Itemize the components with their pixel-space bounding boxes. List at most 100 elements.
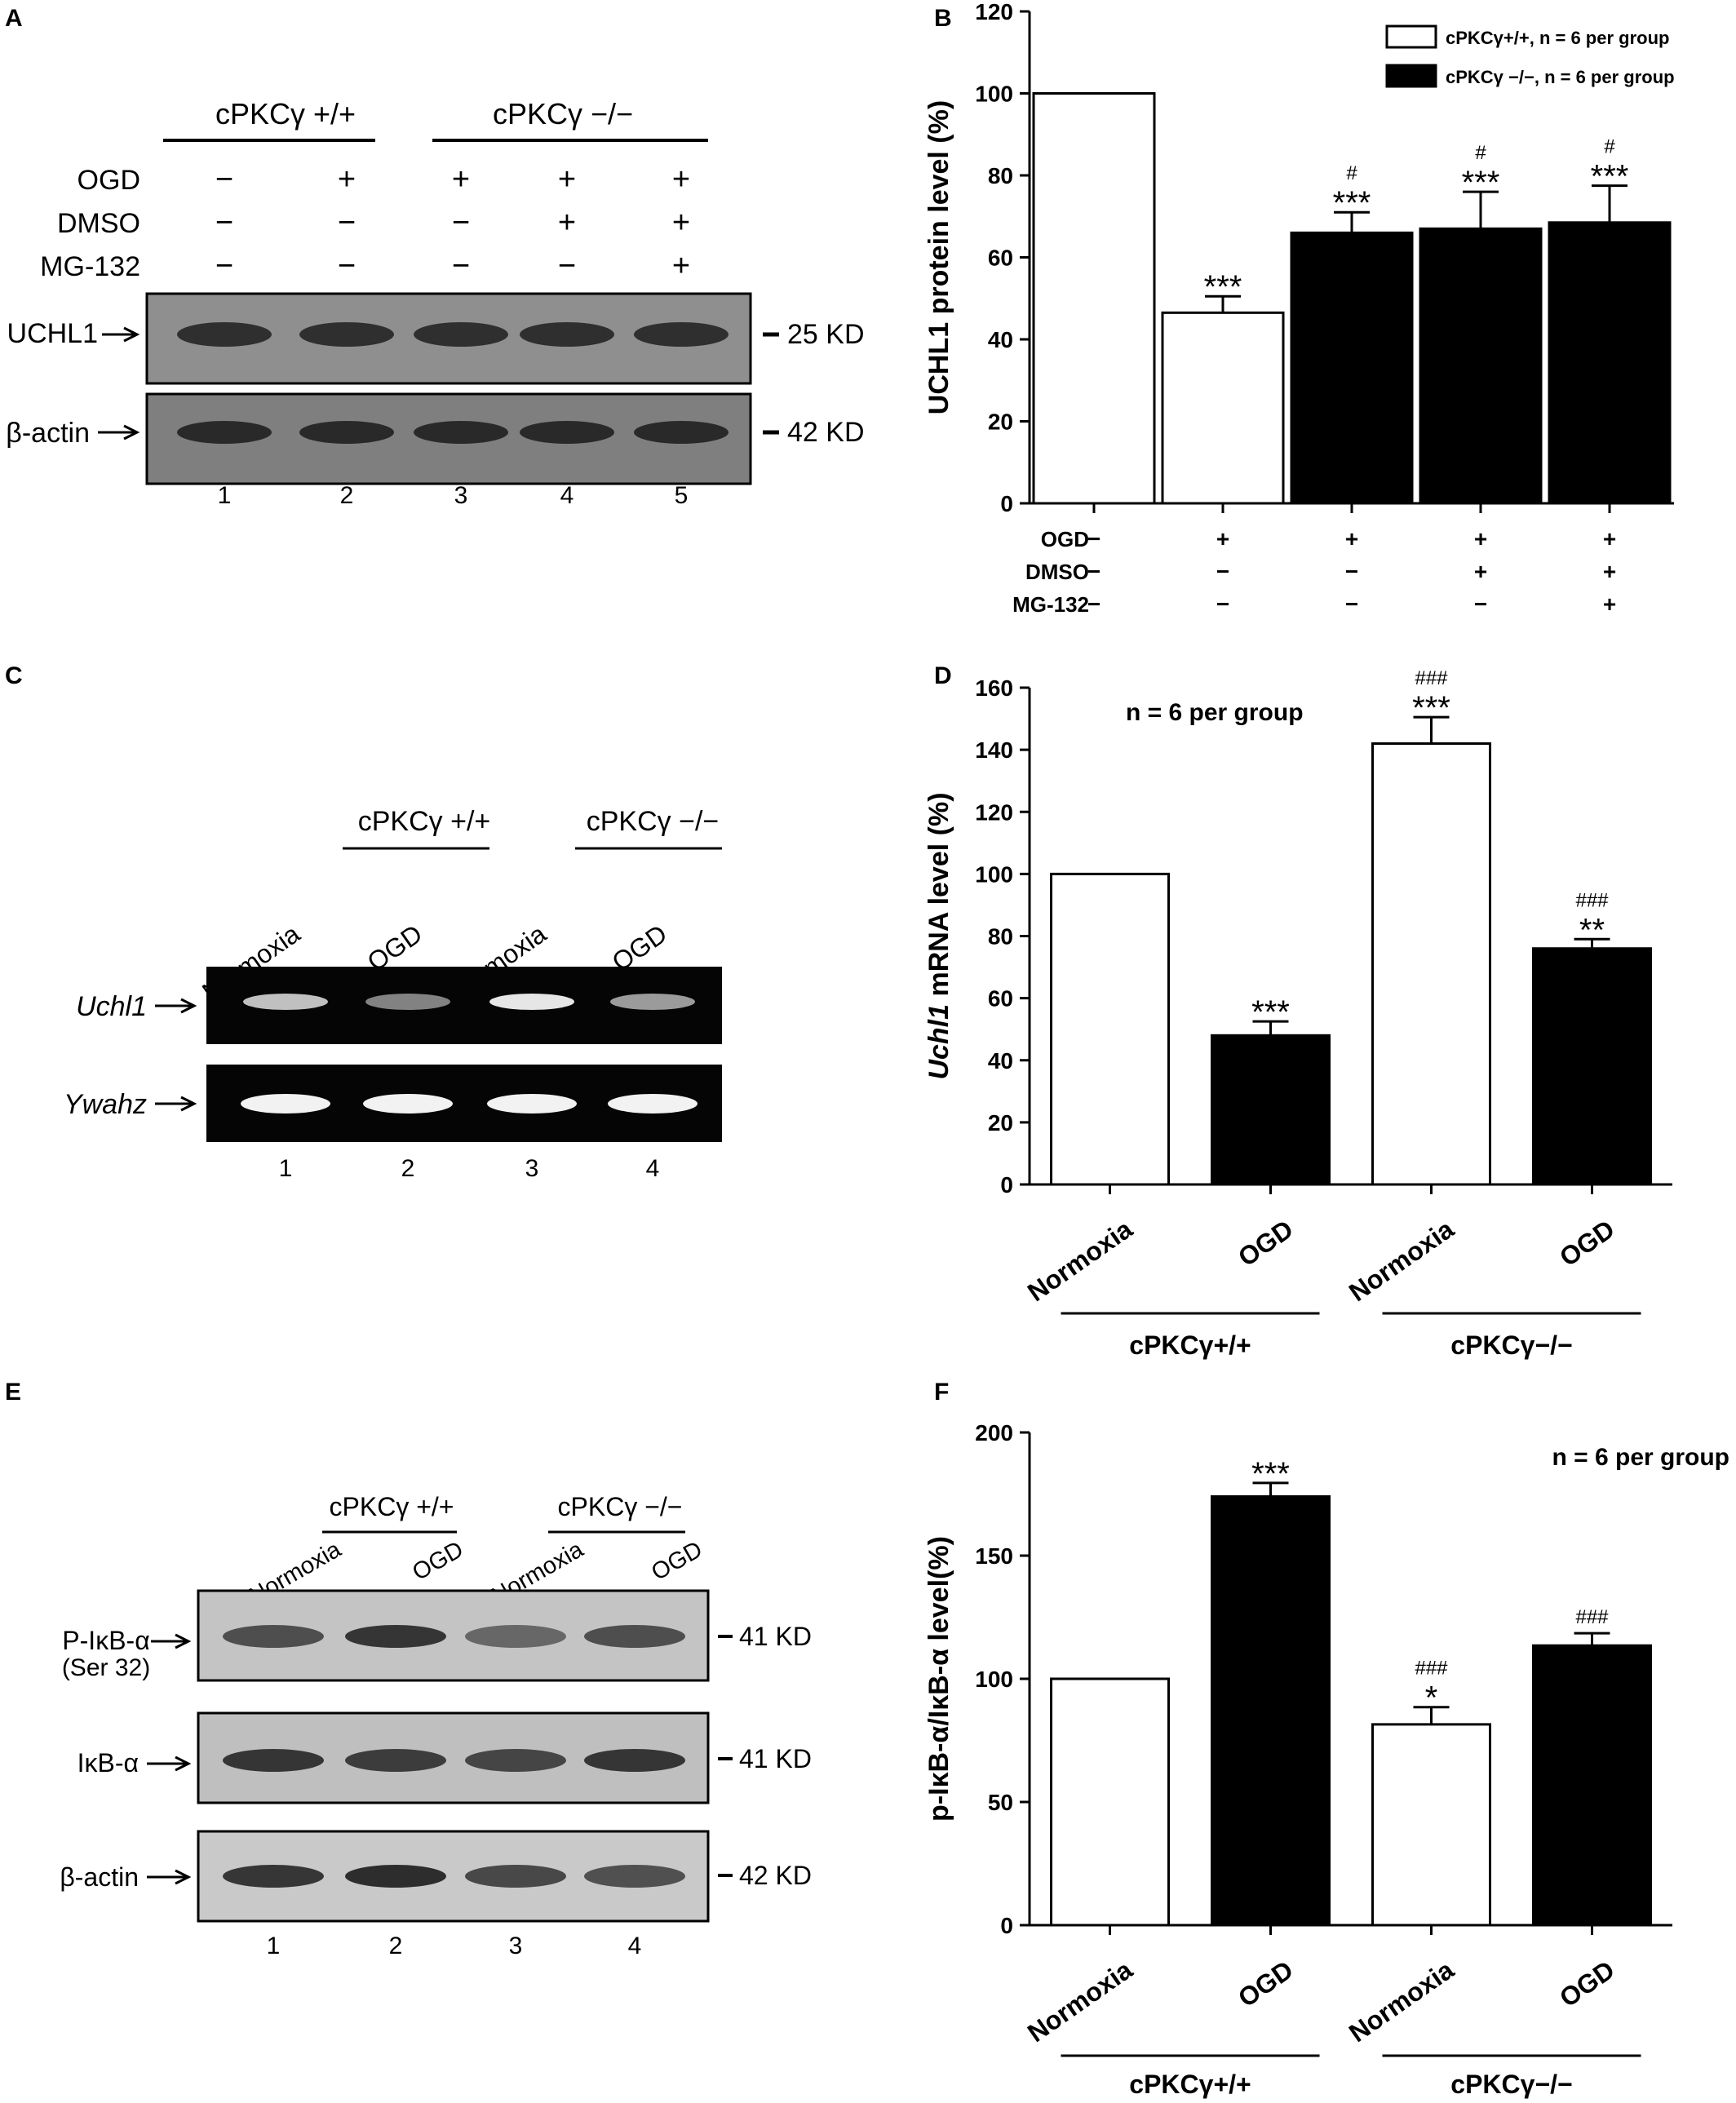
condition-sign: + xyxy=(1216,526,1229,551)
panel-a-size-uchl1: 25 KD xyxy=(787,319,865,350)
panel-c-band-label-uchl1: Uchl1 xyxy=(76,991,147,1022)
x-tick-label: Normoxia xyxy=(1022,1214,1138,1307)
band xyxy=(584,1865,685,1888)
arrow-icon xyxy=(98,424,140,441)
panel-e-size-p-ikba: 41 KD xyxy=(739,1622,812,1651)
significance-hash: ### xyxy=(1415,667,1448,689)
x-tick-label: Normoxia xyxy=(1022,1955,1138,2048)
significance-hash: ### xyxy=(1575,889,1609,911)
panel-c-letter: C xyxy=(5,662,23,689)
panel-a-band-label-uchl1: UCHL1 xyxy=(7,318,98,349)
lane-number: 1 xyxy=(267,1933,281,1959)
panel-a-group-wt: cPKCγ +/+ xyxy=(215,97,356,131)
condition-sign: − xyxy=(1474,591,1487,617)
significance-hash: # xyxy=(1604,136,1615,158)
band xyxy=(634,322,728,347)
panel-a-sign: + xyxy=(452,162,470,197)
band xyxy=(363,1094,453,1113)
condition-row-label: DMSO xyxy=(1025,560,1089,584)
band xyxy=(584,1749,685,1772)
y-tick-label: 40 xyxy=(988,327,1013,352)
y-axis-label: Uchl1 mRNA level (%) xyxy=(923,792,954,1079)
band xyxy=(414,421,508,444)
lane-number: 1 xyxy=(218,482,232,509)
y-axis-label: p-IκB-α/IκB-α level(%) xyxy=(923,1536,954,1822)
lane-number: 4 xyxy=(646,1155,660,1182)
condition-row-label: OGD xyxy=(1041,527,1089,551)
y-tick-label: 120 xyxy=(975,799,1013,825)
panel-a-sign: − xyxy=(215,249,233,283)
significance-hash: ### xyxy=(1575,1606,1609,1628)
band xyxy=(177,421,272,444)
bar xyxy=(1371,742,1491,1186)
arrow-icon xyxy=(147,1869,192,1885)
panel-a-sign: − xyxy=(558,249,576,283)
band xyxy=(223,1749,324,1772)
panel-e-group-ko: cPKCγ −/− xyxy=(558,1492,683,1521)
lane-number: 4 xyxy=(560,482,574,509)
bar xyxy=(1050,872,1170,1186)
significance-hash: # xyxy=(1346,162,1357,184)
band xyxy=(299,421,394,444)
arrow-icon xyxy=(155,1096,197,1112)
y-tick-label: 150 xyxy=(975,1543,1013,1569)
panel-a-sign: + xyxy=(338,162,356,197)
band xyxy=(345,1865,446,1888)
condition-row-label: MG-132 xyxy=(1012,592,1089,617)
condition-sign: − xyxy=(1216,559,1229,584)
y-tick-label: 100 xyxy=(975,861,1013,887)
group-label-wt: cPKCγ+/+ xyxy=(1129,2070,1251,2099)
band xyxy=(489,994,574,1010)
panel-b-letter: B xyxy=(934,5,952,32)
panel-a-sign: − xyxy=(215,206,233,240)
y-tick-label: 0 xyxy=(1000,1913,1013,1938)
condition-sign: + xyxy=(1474,559,1487,584)
band xyxy=(241,1094,330,1113)
x-tick-label: OGD xyxy=(1233,1214,1298,1272)
panel-e-group-wt: cPKCγ +/+ xyxy=(330,1492,454,1521)
arrow-icon xyxy=(151,1633,192,1649)
significance-star: *** xyxy=(1204,269,1242,305)
legend-swatch xyxy=(1385,64,1437,88)
lane-condition-label: OGD xyxy=(647,1536,706,1586)
band xyxy=(520,322,614,347)
band xyxy=(414,322,508,347)
panel-a-sign: + xyxy=(672,162,690,197)
annotation: n = 6 per group xyxy=(1126,699,1304,726)
bar xyxy=(1532,1644,1652,1927)
panel-d-letter: D xyxy=(934,662,952,689)
arrow-icon xyxy=(102,326,140,343)
panel-a-bands xyxy=(177,322,728,444)
y-tick-label: 0 xyxy=(1000,491,1013,516)
panel-a-sign: − xyxy=(215,162,233,197)
lane-number: 3 xyxy=(454,482,468,509)
panel-e-band-sublabel-p-ikba: (Ser 32) xyxy=(62,1654,150,1681)
y-tick-label: 60 xyxy=(988,246,1013,271)
condition-sign: − xyxy=(1216,591,1229,617)
y-axis-label: UCHL1 protein level (%) xyxy=(923,100,954,414)
y-tick-label: 80 xyxy=(988,163,1013,188)
x-tick-label: OGD xyxy=(1554,1955,1619,2012)
bar xyxy=(1371,1723,1491,1927)
panel-a-row-label: OGD xyxy=(78,165,140,196)
significance-star: *** xyxy=(1412,690,1450,726)
bar xyxy=(1290,231,1414,505)
lane-number: 2 xyxy=(340,482,354,509)
x-tick-label: OGD xyxy=(1554,1214,1619,1272)
bar xyxy=(1548,221,1672,505)
significance-hash: # xyxy=(1475,142,1486,164)
band xyxy=(465,1865,566,1888)
group-label-ko: cPKCγ−/− xyxy=(1450,1330,1572,1360)
panel-e-band-label-p-ikba: P-IκB-α xyxy=(62,1626,149,1655)
band xyxy=(345,1749,446,1772)
panel-c-group-ko: cPKCγ −/− xyxy=(587,806,720,837)
significance-star: * xyxy=(1425,1680,1438,1716)
x-tick-label: Normoxia xyxy=(1344,1955,1459,2048)
band xyxy=(223,1865,324,1888)
group-label-ko: cPKCγ−/− xyxy=(1450,2070,1572,2099)
legend-label: cPKCγ+/+, n = 6 per group xyxy=(1446,28,1669,48)
arrow-icon xyxy=(147,1755,192,1772)
panel-a-sign: − xyxy=(338,249,356,283)
y-tick-label: 200 xyxy=(975,1420,1013,1446)
bar xyxy=(1161,311,1285,505)
